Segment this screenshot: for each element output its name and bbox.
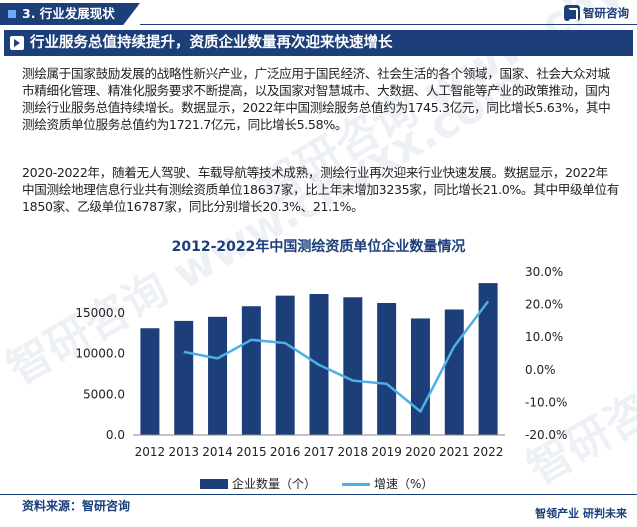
footer-divider <box>0 494 637 495</box>
chart-bar <box>444 309 464 435</box>
x-tick-label: 2022 <box>473 445 504 459</box>
section-tag <box>0 3 140 25</box>
x-tick-label: 2012 <box>135 445 166 459</box>
chart-bar <box>208 316 228 435</box>
y-left-tick-label: 15000.0 <box>75 306 125 320</box>
chart-bar <box>410 318 430 435</box>
y-left-tick-label: 10000.0 <box>75 347 125 361</box>
chart-bar <box>343 297 363 435</box>
x-tick-label: 2019 <box>371 445 402 459</box>
brand-name: 智研咨询 <box>583 6 629 20</box>
chart-title: 2012-2022年中国测绘资质单位企业数量情况 <box>171 239 466 255</box>
brand-logo-icon <box>564 5 580 21</box>
bar-line-chart: 0.0 5000.0 10000.0 15000.0 -20.0% -10.0% 0.0% 1… <box>75 265 567 459</box>
banner-arrow-icon <box>10 36 24 50</box>
brand-logo: 智研咨询 <box>564 4 629 22</box>
header-divider <box>140 24 637 25</box>
page-header: 3. 行业发展现状 智研咨询 <box>0 0 637 28</box>
data-source: 资料来源：智研咨询 <box>22 499 131 513</box>
paragraph-qualified-units: 2020-2022年，随着无人驾驶、车载导航等技术成熟，测绘行业再次迎来行业快速… <box>22 165 619 214</box>
chart-bar <box>241 306 261 435</box>
y-right-tick-label: 20.0% <box>525 298 563 312</box>
y-left-tick-label: 5000.0 <box>83 387 125 401</box>
x-tick-label: 2017 <box>304 445 335 459</box>
chart-bar <box>377 302 397 435</box>
x-tick-label: 2020 <box>405 445 436 459</box>
x-tick-label: 2013 <box>168 445 199 459</box>
footer-slogan: 智领产业 研判未来 <box>535 507 627 520</box>
x-tick-label: 2015 <box>236 445 267 459</box>
chart-bar <box>140 328 160 435</box>
square-bullet-icon <box>8 10 16 18</box>
section-title: 3. 行业发展现状 <box>22 6 115 21</box>
chart-bar <box>275 295 295 435</box>
y-left-tick-label: 0.0 <box>106 428 125 442</box>
banner-title: 行业服务总值持续提升，资质企业数量再次迎来快速增长 <box>30 35 393 51</box>
growth-rate-line <box>183 300 490 413</box>
paragraph-service-value: 测绘属于国家鼓励发展的战略性新兴产业，广泛应用于国民经济、社会生活的各个领域，国… <box>22 66 611 132</box>
legend-line-label: 增速（%） <box>374 477 434 491</box>
legend-line-swatch <box>342 483 370 486</box>
legend-bar-swatch <box>200 479 228 489</box>
x-tick-label: 2016 <box>270 445 301 459</box>
chart-bar <box>174 320 194 435</box>
y-right-tick-label: -20.0% <box>525 428 567 442</box>
y-right-tick-label: 10.0% <box>525 330 563 344</box>
x-tick-label: 2014 <box>202 445 233 459</box>
y-right-tick-label: -10.0% <box>525 395 567 409</box>
chart-legend: 企业数量（个） 增速（%） <box>0 474 637 494</box>
legend-bar-label: 企业数量（个） <box>232 477 317 491</box>
chart-bar <box>478 283 498 435</box>
title-banner: 行业服务总值持续提升，资质企业数量再次迎来快速增长 <box>4 30 633 56</box>
y-right-tick-label: 30.0% <box>525 265 563 279</box>
y-right-tick-label: 0.0% <box>525 363 556 377</box>
x-tick-label: 2018 <box>338 445 369 459</box>
x-tick-label: 2021 <box>439 445 470 459</box>
